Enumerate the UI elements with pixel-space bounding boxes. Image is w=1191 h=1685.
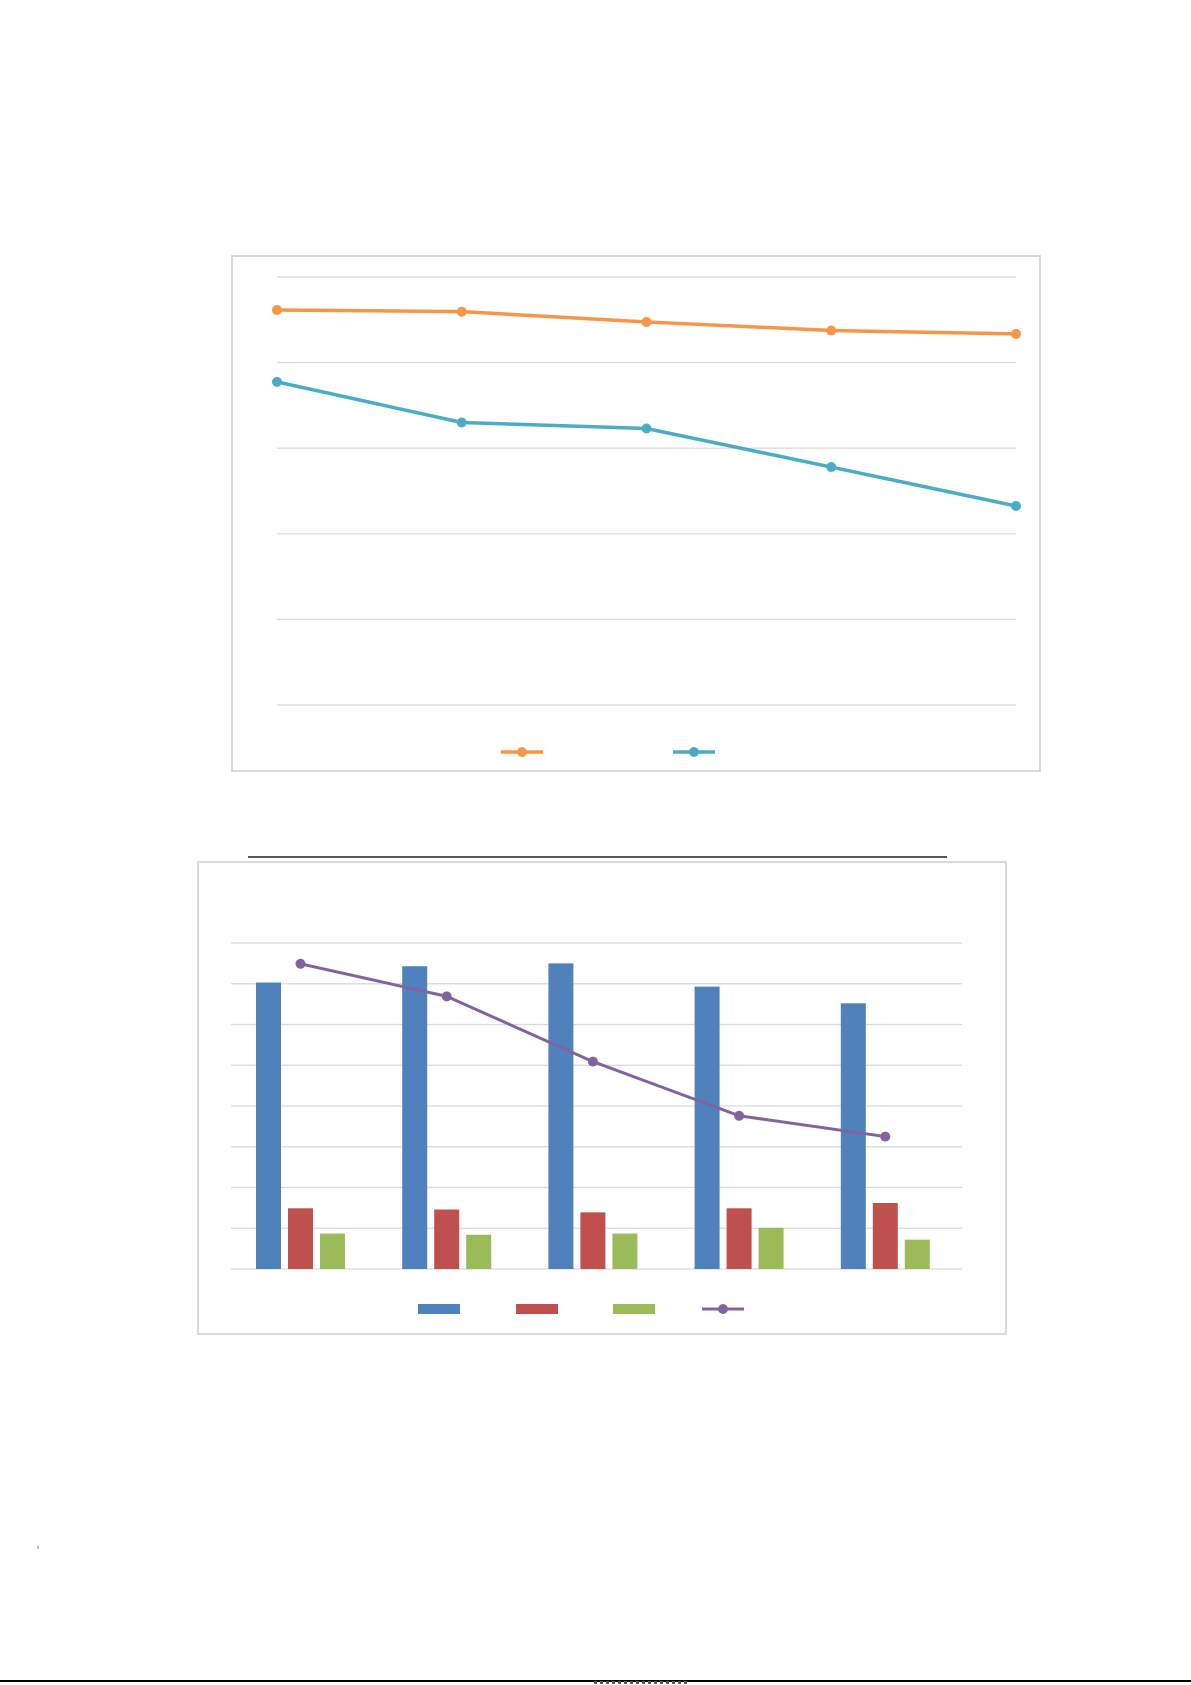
series-line-2 bbox=[276, 380, 1017, 508]
bar bbox=[548, 963, 574, 1269]
bar bbox=[320, 1233, 345, 1269]
combo-chart-plot bbox=[231, 942, 962, 1314]
data-point bbox=[880, 1131, 891, 1142]
section-divider bbox=[248, 856, 947, 858]
data-point bbox=[641, 423, 652, 434]
data-point bbox=[1011, 500, 1021, 511]
data-point bbox=[1011, 328, 1021, 339]
data-point bbox=[587, 1056, 598, 1067]
data-point bbox=[272, 376, 282, 387]
bar bbox=[256, 982, 281, 1269]
bar bbox=[904, 1239, 930, 1269]
line-chart bbox=[231, 255, 1041, 772]
bar bbox=[288, 1208, 313, 1269]
bar bbox=[612, 1233, 638, 1269]
legend-swatch-marker bbox=[517, 747, 527, 757]
bar bbox=[872, 1202, 898, 1269]
bar bbox=[840, 1003, 866, 1269]
legend-swatch-marker bbox=[689, 747, 699, 757]
line-chart-plot bbox=[272, 276, 1021, 757]
bar bbox=[726, 1208, 752, 1269]
data-point bbox=[441, 991, 452, 1002]
legend-swatch-bar bbox=[516, 1304, 558, 1314]
bar bbox=[402, 966, 428, 1269]
legend-swatch-marker bbox=[718, 1304, 728, 1314]
bar bbox=[466, 1234, 492, 1269]
series-line bbox=[300, 962, 886, 1139]
data-point bbox=[456, 417, 467, 428]
legend-swatch-bar bbox=[418, 1304, 460, 1314]
data-point bbox=[272, 304, 282, 315]
data-point bbox=[826, 325, 837, 336]
bar bbox=[694, 986, 720, 1269]
data-point bbox=[456, 306, 467, 317]
edge-mark bbox=[37, 1546, 39, 1549]
legend-swatch-bar bbox=[613, 1304, 655, 1314]
footer-marks bbox=[594, 1681, 690, 1684]
data-point bbox=[641, 316, 652, 327]
data-point bbox=[826, 462, 837, 473]
bar bbox=[580, 1212, 606, 1269]
data-point bbox=[295, 958, 306, 969]
combo-chart bbox=[197, 861, 1007, 1335]
data-point bbox=[734, 1110, 745, 1121]
bar bbox=[758, 1227, 784, 1269]
bar bbox=[434, 1209, 460, 1269]
